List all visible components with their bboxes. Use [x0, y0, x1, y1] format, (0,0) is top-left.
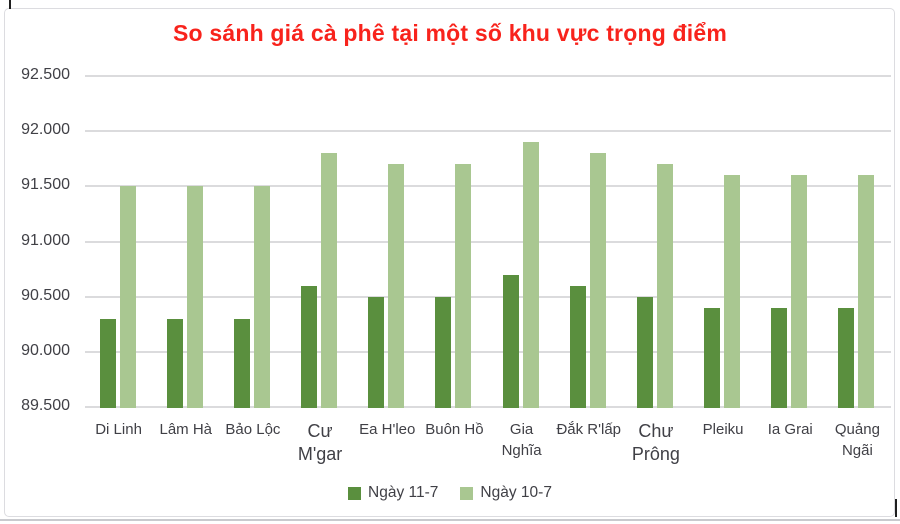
y-axis-tick-label: 92.000	[21, 121, 70, 139]
bar-day-11-7	[99, 318, 116, 408]
bar-day-10-7	[589, 153, 606, 408]
bar-day-10-7	[321, 153, 338, 408]
y-axis-tick-label: 90.000	[21, 341, 70, 359]
bar-day-11-7	[771, 307, 788, 408]
frame-artifact-top-left	[9, 0, 11, 9]
x-axis-category-label: Buôn Hồ	[425, 421, 484, 438]
bar-day-11-7	[704, 307, 721, 408]
gridline	[85, 240, 891, 243]
bar-day-11-7	[301, 285, 318, 408]
x-axis-category-label: Lâm Hà	[159, 421, 213, 438]
bar-day-10-7	[522, 142, 539, 408]
legend-label: Ngày 11-7	[368, 484, 439, 501]
chart-title: So sánh giá cà phê tại một số khu vực tr…	[172, 20, 728, 46]
legend-item: Ngày 11-7	[348, 484, 438, 502]
x-axis-category-label: Di Linh	[95, 421, 142, 438]
bar-day-11-7	[233, 318, 250, 408]
x-axis-category-label: Đắk R'lấp	[556, 421, 622, 438]
gridline	[85, 295, 891, 298]
bar-day-11-7	[636, 296, 653, 408]
legend-item: Ngày 10-7	[460, 484, 552, 502]
bar-day-11-7	[838, 307, 855, 408]
y-axis-tick-label: 91.500	[21, 176, 70, 194]
y-axis-tick-label: 90.500	[21, 286, 70, 304]
chart-legend: Ngày 11-7 Ngày 10-7	[0, 484, 900, 502]
y-axis-tick-label: 89.500	[21, 397, 70, 414]
x-axis-category-label: Bảo Lộc	[225, 421, 281, 438]
gridline	[85, 130, 891, 133]
bar-day-10-7	[455, 164, 472, 408]
x-axis-category-label: Chư Prông	[631, 421, 680, 464]
bar-day-10-7	[186, 186, 203, 408]
bar-day-10-7	[724, 175, 741, 408]
bar-day-11-7	[435, 296, 452, 408]
x-axis-category-label: Pleiku	[702, 421, 744, 438]
legend-swatch	[348, 486, 362, 500]
gridline	[85, 406, 891, 408]
legend-label: Ngày 10-7	[480, 484, 552, 501]
x-axis-category-label: Gia Nghĩa	[501, 421, 542, 459]
bar-day-11-7	[166, 318, 183, 408]
frame-artifact-bottom-right	[895, 499, 897, 517]
bar-day-10-7	[388, 164, 405, 408]
bar-day-10-7	[119, 186, 136, 408]
gridline	[85, 185, 891, 188]
gridline	[85, 350, 891, 353]
bar-day-11-7	[569, 285, 586, 408]
x-axis-category-label: Cư M'gar	[297, 421, 343, 464]
gridline	[85, 75, 891, 77]
bar-day-11-7	[502, 274, 519, 408]
bottom-divider-line	[0, 519, 900, 521]
bar-day-10-7	[656, 164, 673, 408]
bar-day-10-7	[791, 175, 808, 408]
x-axis-category-label: Ea H'leo	[359, 421, 416, 438]
bar-day-11-7	[368, 296, 385, 408]
x-axis-category-label: Quảng Ngãi	[834, 421, 880, 459]
y-axis-tick-label: 92.500	[21, 66, 70, 83]
y-axis-tick-label: 91.000	[21, 231, 70, 249]
legend-swatch	[460, 486, 474, 500]
x-axis-category-label: Ia Grai	[767, 421, 813, 438]
bar-day-10-7	[253, 186, 270, 408]
bar-day-10-7	[858, 175, 875, 408]
